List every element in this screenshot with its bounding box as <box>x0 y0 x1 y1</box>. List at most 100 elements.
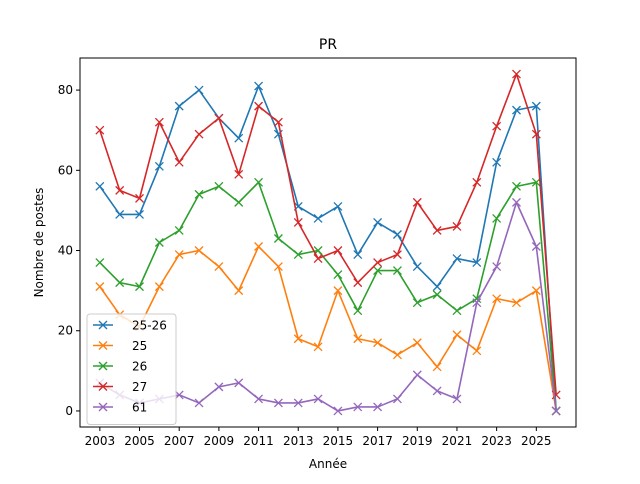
data-point <box>412 338 422 348</box>
data-point <box>273 117 283 127</box>
y-tick-label: 60 <box>58 163 73 177</box>
data-point <box>452 254 462 264</box>
legend-label: 61 <box>132 401 147 415</box>
data-point <box>452 306 462 316</box>
data-point <box>392 230 402 239</box>
series-line <box>99 73 557 395</box>
data-point <box>512 298 521 308</box>
data-point <box>194 85 204 95</box>
plot-frame <box>79 57 577 428</box>
data-point <box>333 246 343 255</box>
data-point <box>273 234 283 243</box>
data-point <box>174 226 184 235</box>
data-point <box>353 278 363 288</box>
data-point <box>293 398 303 408</box>
legend-item: 27 <box>93 380 147 394</box>
x-tick-label: 2013 <box>283 434 314 448</box>
data-point <box>353 306 363 316</box>
y-tick-label: 40 <box>58 244 73 258</box>
data-point <box>373 266 383 276</box>
data-point <box>135 193 144 203</box>
legend-item: 61 <box>93 401 147 415</box>
data-point <box>174 157 184 167</box>
data-point <box>234 378 244 388</box>
data-point <box>492 213 502 223</box>
data-point <box>452 394 462 404</box>
data-point <box>214 382 224 392</box>
data-point <box>353 250 363 259</box>
x-tick-label: 2011 <box>243 434 274 448</box>
data-point <box>313 213 323 223</box>
data-point <box>412 197 422 207</box>
legend-item: 26 <box>93 360 147 374</box>
data-point <box>194 129 204 139</box>
data-point <box>234 286 244 296</box>
data-point <box>293 217 303 227</box>
data-point <box>333 270 343 280</box>
data-point <box>135 209 144 219</box>
data-point <box>194 189 204 199</box>
x-tick-label: 2009 <box>204 434 235 448</box>
data-point <box>432 226 442 235</box>
data-point <box>115 209 125 219</box>
data-point <box>313 254 323 264</box>
data-point <box>333 286 343 296</box>
data-point <box>412 298 422 308</box>
data-point <box>234 197 244 207</box>
data-point <box>174 390 184 400</box>
data-point <box>313 342 323 352</box>
data-point <box>254 394 264 404</box>
data-point <box>214 113 224 123</box>
data-point <box>154 282 164 292</box>
legend-label: 25 <box>132 339 147 353</box>
series-line <box>99 181 557 412</box>
data-point <box>492 121 502 131</box>
data-point <box>373 338 383 348</box>
data-point <box>154 238 164 247</box>
data-point <box>392 350 402 360</box>
data-point <box>254 242 264 251</box>
y-tick-label: 20 <box>58 324 73 338</box>
data-point <box>115 185 125 195</box>
data-point <box>174 250 184 259</box>
data-point <box>254 81 264 91</box>
data-point <box>432 290 442 300</box>
series-line <box>99 245 557 412</box>
x-tick-label: 2025 <box>521 434 552 448</box>
legend-label: 26 <box>132 360 147 374</box>
y-tick-label: 0 <box>65 404 73 418</box>
x-tick-label: 2021 <box>442 434 473 448</box>
legend-label: 25-26 <box>132 319 167 333</box>
data-point <box>115 278 125 288</box>
legend-box <box>86 313 177 425</box>
data-point <box>432 282 442 292</box>
data-point <box>512 181 521 191</box>
legend: 25-26 25 26 27 61 <box>86 313 177 425</box>
data-point <box>234 169 244 179</box>
x-tick-label: 2007 <box>164 434 195 448</box>
data-point <box>194 246 204 255</box>
data-point <box>452 330 462 340</box>
chart-title: PR <box>319 37 337 53</box>
x-tick-label: 2003 <box>85 434 116 448</box>
data-point <box>492 294 502 304</box>
data-point <box>95 125 105 135</box>
x-tick-label: 2015 <box>323 434 354 448</box>
legend-marker <box>98 320 108 330</box>
data-point <box>353 334 363 344</box>
data-point <box>353 402 363 412</box>
x-axis: 2003 2005 2007 2009 2011 2013 2015 2017 2019 2021… <box>85 427 552 448</box>
x-tick-label: 2005 <box>124 434 155 448</box>
data-point <box>492 262 502 272</box>
y-tick-label: 80 <box>58 83 73 97</box>
data-point <box>95 181 105 191</box>
data-point <box>194 398 204 408</box>
x-axis-label: Année <box>309 457 347 471</box>
data-point <box>432 362 442 372</box>
legend-label: 27 <box>132 380 147 394</box>
data-point <box>214 262 224 272</box>
data-point <box>432 386 442 396</box>
y-axis-label: Nombre de postes <box>32 188 46 298</box>
data-point <box>472 258 482 268</box>
data-point <box>412 262 422 272</box>
